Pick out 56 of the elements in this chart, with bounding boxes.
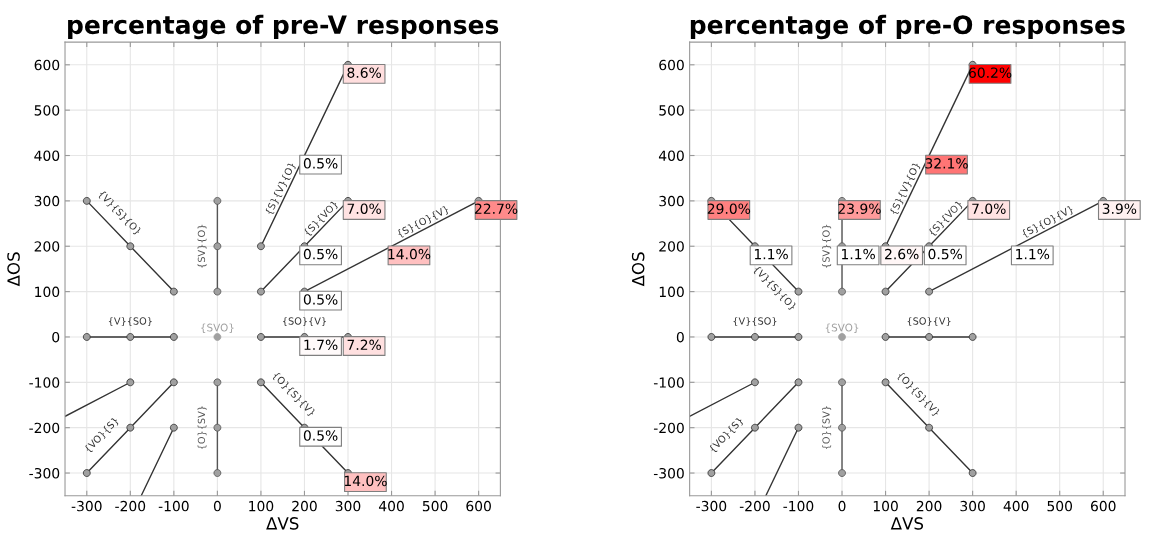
x-tick-label: 100 <box>873 500 898 512</box>
y-tick-label: 200 <box>34 241 60 252</box>
y-tick-label: 500 <box>659 105 684 116</box>
x-axis-title: ΔVS <box>890 517 924 530</box>
y-axis-title: ΔOS <box>631 252 645 287</box>
chart-title: percentage of pre-V responses <box>68 14 499 40</box>
y-tick-label: 0 <box>676 331 684 343</box>
x-tick-label: 200 <box>292 500 317 512</box>
x-tick-label: -100 <box>158 500 189 512</box>
y-tick-label: 400 <box>658 150 684 161</box>
x-tick-label: 300 <box>960 500 985 512</box>
y-tick-label: -300 <box>29 468 60 479</box>
x-tick-label: 300 <box>335 500 361 512</box>
y-tick-label: 600 <box>34 59 60 71</box>
y-tick-label: -100 <box>653 377 684 388</box>
y-tick-label: 0 <box>52 331 60 343</box>
series-label: {V}{SO} <box>733 317 777 327</box>
x-tick-label: 0 <box>213 500 221 512</box>
y-tick-label: 300 <box>34 195 60 207</box>
chart-title: percentage of pre-O responses <box>690 14 1125 40</box>
x-tick-label: 600 <box>1090 500 1116 512</box>
text: {O}{SV} <box>197 406 207 450</box>
y-tick-label: 100 <box>659 286 684 298</box>
y-tick-label: 600 <box>659 59 684 71</box>
x-tick-label: 100 <box>249 500 274 512</box>
y-tick-label: 500 <box>34 105 60 116</box>
y-tick-label: -100 <box>29 377 60 388</box>
x-axis-title: ΔVS <box>266 517 299 530</box>
x-tick-label: 600 <box>466 500 491 512</box>
series-label: {SVO} <box>201 323 234 334</box>
x-tick-label: 500 <box>422 500 448 512</box>
x-tick-label: 400 <box>378 500 404 512</box>
x-tick-label: 400 <box>1003 500 1029 512</box>
y-tick-label: 100 <box>35 286 60 298</box>
x-tick-label: 500 <box>1047 500 1073 512</box>
series-label: {SO}{V} <box>907 317 951 327</box>
y-axis-title: ΔOS <box>7 252 20 287</box>
x-tick-label: -200 <box>739 500 770 512</box>
x-tick-label: -300 <box>71 500 102 512</box>
x-tick-label: -200 <box>115 500 146 512</box>
y-tick-label: 200 <box>659 241 684 252</box>
y-tick-label: 300 <box>659 195 684 207</box>
y-tick-label: -200 <box>653 422 684 434</box>
text: {SV}{O} <box>197 224 207 268</box>
series-label: {SO}{V} <box>283 317 326 327</box>
text: {SV}{O} <box>822 224 832 268</box>
y-tick-label: -200 <box>29 422 60 434</box>
x-tick-label: 200 <box>916 500 942 512</box>
text: {O}{SV} <box>822 406 832 450</box>
y-tick-label: -300 <box>653 468 684 479</box>
x-tick-label: 0 <box>838 500 846 512</box>
y-tick-label: 400 <box>34 150 60 161</box>
x-tick-label: -100 <box>783 500 814 512</box>
x-tick-label: -300 <box>696 500 727 512</box>
series-label: {V}{SO} <box>108 317 152 327</box>
series-label: {SVO} <box>825 323 859 334</box>
